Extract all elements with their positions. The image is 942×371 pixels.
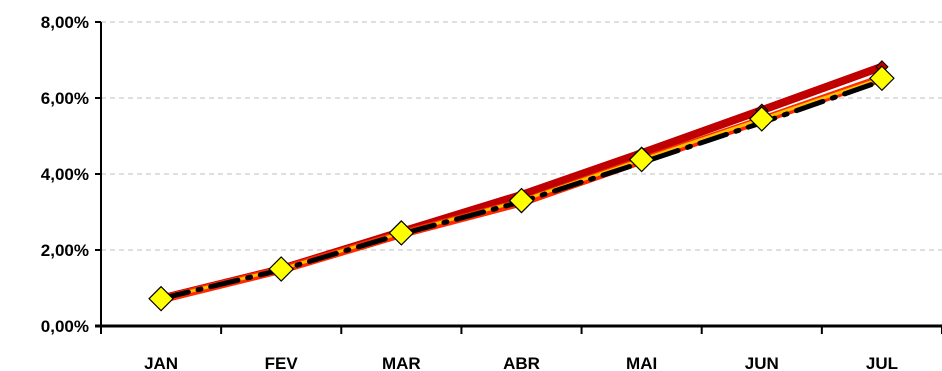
y-tick-label: 6,00% [41, 89, 89, 108]
x-tick-label: MAI [626, 354, 657, 371]
series-marker [869, 65, 895, 92]
x-tick-label: FEV [265, 354, 299, 371]
series-line [157, 62, 886, 303]
x-tick-label: MAR [382, 354, 421, 371]
series-marker [268, 256, 295, 282]
series-marker [508, 187, 535, 214]
series-marker [628, 146, 655, 173]
x-tick-label: JUL [866, 354, 898, 371]
y-tick-label: 2,00% [41, 241, 89, 260]
y-tick-label: 4,00% [41, 165, 89, 184]
gridlines [101, 21, 942, 251]
x-tick-label: ABR [503, 354, 540, 371]
x-tick-label: JAN [144, 354, 178, 371]
series-marker [748, 106, 775, 132]
series-layer [157, 62, 886, 304]
marker-layer [148, 60, 895, 312]
y-tick-label: 0,00% [41, 317, 89, 336]
x-tick-label: JUN [745, 354, 779, 371]
y-axis: 0,00% 2,00% 4,00% 6,00% 8,00% [41, 13, 102, 336]
y-tick-label: 8,00% [41, 13, 89, 32]
series-marker [148, 285, 174, 312]
series-marker [388, 220, 415, 246]
x-axis: JAN FEV MAR ABR MAI JUN JUL [95, 324, 942, 371]
